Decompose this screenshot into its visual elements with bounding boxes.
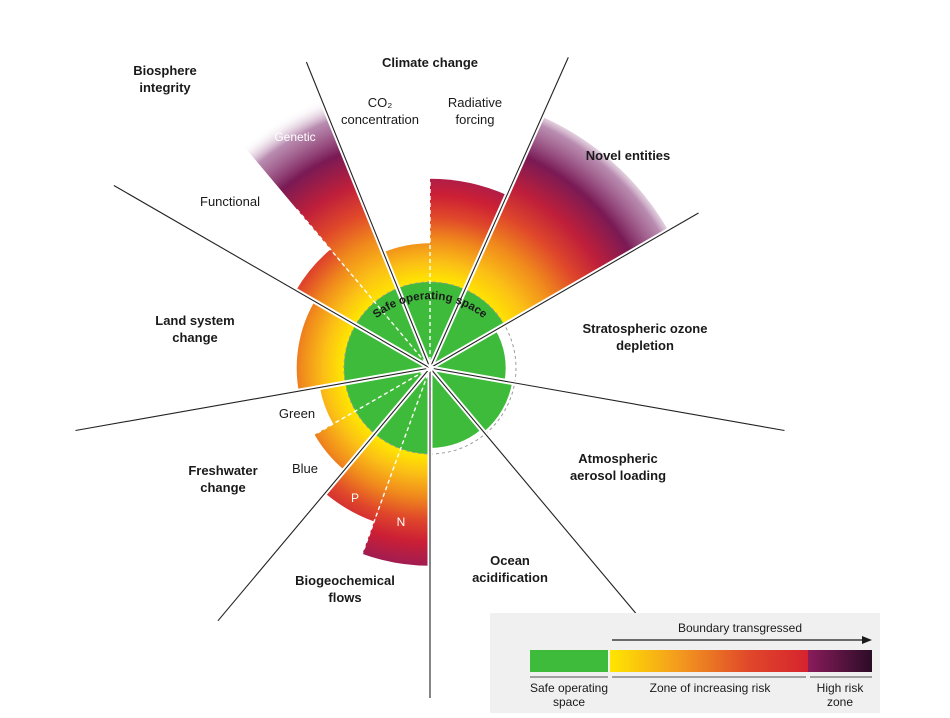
arrow-head-icon	[862, 636, 872, 644]
divider-line-2	[429, 212, 699, 369]
freshwater-change-label: Freshwater change	[188, 463, 258, 495]
divider-line-0	[305, 61, 431, 369]
legend-high-swatch	[808, 650, 872, 672]
sub-divider-1	[360, 367, 431, 557]
aerosol-loading-label: Atmospheric aerosol loading	[569, 451, 667, 483]
safe-wedge-ozone	[430, 330, 506, 382]
boundary-transgressed-label: Boundary transgressed	[677, 621, 803, 635]
ocean-acidification-label: Ocean acidification	[472, 553, 548, 585]
safe-wedge-novel-entities	[430, 289, 505, 368]
divider-line-3	[429, 367, 785, 432]
legend: Boundary transgressed Safe operating spa…	[490, 613, 880, 713]
divider-line-8	[113, 185, 431, 369]
legend-graphics	[530, 636, 872, 678]
ozone-depletion-label: Stratospheric ozone depletion	[582, 321, 708, 353]
novel-entities-label: Novel entities	[585, 148, 671, 163]
sub-divider-3	[294, 206, 431, 369]
legend-risk-label: Zone of increasing risk	[649, 681, 771, 695]
safe-wedge-ocean	[430, 368, 482, 448]
legend-high-label: High risk zone	[816, 681, 864, 709]
blue-label: Blue	[291, 461, 319, 476]
segment-novel-entities	[430, 116, 669, 368]
functional-label: Functional	[200, 194, 260, 209]
legend-risk-swatch	[610, 650, 808, 672]
divider-line-1	[429, 57, 569, 369]
divider-line-6	[217, 367, 431, 622]
safe-wedge-genetic	[374, 288, 430, 368]
green-label: Green	[278, 406, 316, 421]
sub-divider-2	[312, 367, 431, 437]
safe-wedge-land	[344, 325, 430, 383]
radiative-forcing-label: Radiative forcing	[447, 95, 503, 127]
divider-line-4	[429, 367, 643, 622]
biogeochemical-flows-label: Biogeochemical flows	[295, 573, 395, 605]
sector-dividers	[75, 56, 785, 698]
land-system-change-label: Land system change	[155, 313, 235, 345]
safe-wedge-aerosol	[430, 368, 513, 432]
p-label: P	[350, 491, 359, 505]
safe-wedge-blue	[355, 368, 430, 434]
legend-safe-swatch	[530, 650, 608, 672]
sub-dividers	[294, 178, 431, 557]
legend-safe-label: Safe operating space	[529, 681, 609, 709]
climate-change-label: Climate change	[381, 55, 479, 70]
biosphere-integrity-label: Biosphere integrity	[133, 63, 197, 95]
divider-line-7	[75, 367, 431, 432]
safe-wedge-functional	[355, 302, 430, 368]
genetic-label: Genetic	[274, 130, 316, 144]
safe-wedge-green	[345, 368, 430, 411]
n-label: N	[396, 515, 406, 529]
co2-concentration-label: CO₂ concentration	[340, 95, 420, 127]
